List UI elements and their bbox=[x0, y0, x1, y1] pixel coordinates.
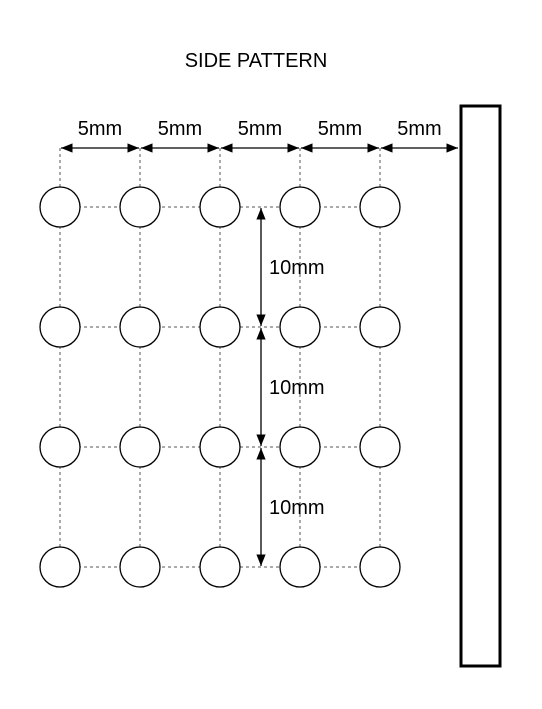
hole bbox=[199, 306, 241, 348]
horizontal-dimension-label: 5mm bbox=[78, 118, 122, 140]
hole bbox=[119, 546, 161, 588]
grid-lines bbox=[59, 148, 381, 568]
horizontal-dimension-label: 5mm bbox=[158, 118, 202, 140]
horizontal-dimension-label: 5mm bbox=[397, 118, 441, 140]
side-plate bbox=[459, 104, 502, 668]
hole bbox=[279, 546, 321, 588]
hole bbox=[199, 546, 241, 588]
horizontal-dimensions: 5mm 5mm 5mm 5mm 5mm bbox=[61, 118, 458, 153]
hole bbox=[279, 426, 321, 468]
vertical-dimension-label: 10mm bbox=[269, 377, 325, 399]
hole bbox=[279, 186, 321, 228]
hole bbox=[359, 186, 401, 228]
horizontal-dimension-label: 5mm bbox=[238, 118, 282, 140]
hole bbox=[359, 306, 401, 348]
hole bbox=[119, 186, 161, 228]
horizontal-dimension-label: 5mm bbox=[318, 118, 362, 140]
hole bbox=[39, 546, 81, 588]
diagram-title: SIDE PATTERN bbox=[185, 50, 328, 72]
vertical-dimension-label: 10mm bbox=[269, 257, 325, 279]
hole bbox=[199, 426, 241, 468]
hole bbox=[359, 546, 401, 588]
vertical-dimension-label: 10mm bbox=[269, 497, 325, 519]
hole bbox=[359, 426, 401, 468]
hole bbox=[119, 306, 161, 348]
hole bbox=[39, 186, 81, 228]
vertical-dimensions: 10mm 10mm 10mm bbox=[256, 208, 325, 566]
hole bbox=[39, 306, 81, 348]
hole bbox=[119, 426, 161, 468]
hole bbox=[199, 186, 241, 228]
hole bbox=[39, 426, 81, 468]
hole bbox=[279, 306, 321, 348]
hole-grid bbox=[39, 186, 401, 588]
